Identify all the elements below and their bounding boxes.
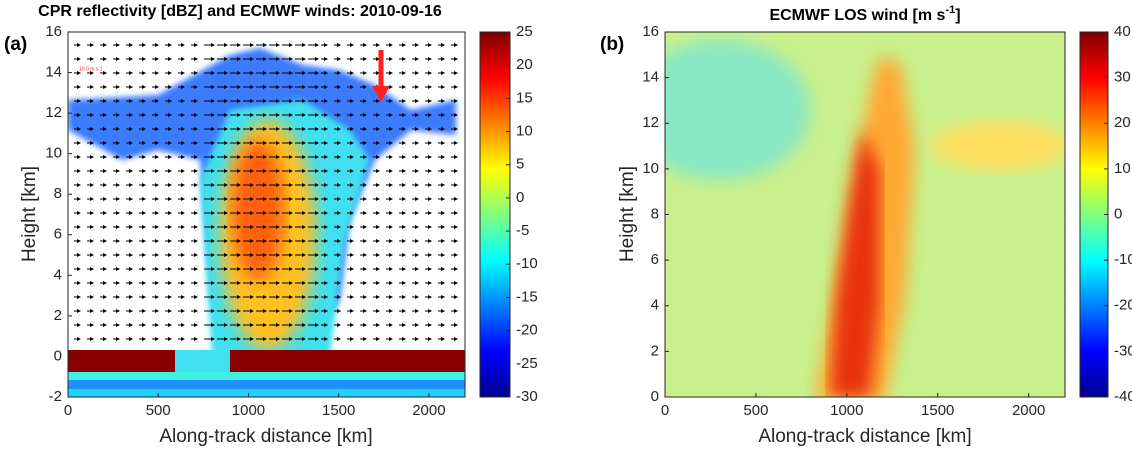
colorbar-tick-label: -30 (516, 388, 538, 405)
colorbar-tick-label: -10 (1114, 251, 1132, 268)
colorbar-tick-label: 10 (516, 123, 533, 140)
panel-label: (a) (4, 34, 27, 55)
y-tick-label: 14 (642, 69, 659, 86)
y-tick-label: 8 (54, 185, 62, 202)
reflectivity-image (68, 32, 465, 397)
y-tick-label: 0 (651, 388, 659, 405)
colorbar-tick-label: -5 (516, 222, 529, 239)
colorbar-tick-label: -30 (1114, 342, 1132, 359)
y-tick-label: 2 (651, 342, 659, 359)
colorbar-tick-label: 40 (1114, 23, 1131, 40)
x-tick-label: 500 (743, 402, 768, 419)
y-tick-label: 0 (54, 347, 62, 364)
x-tick-label: 1500 (322, 402, 355, 419)
y-axis-label: Height [km] (19, 166, 40, 262)
colorbar-tick-label: 10 (1114, 160, 1131, 177)
colorbar-tick-label: 0 (516, 189, 524, 206)
colorbar-tick-label: -20 (516, 322, 538, 339)
y-tick-label: 12 (45, 104, 62, 121)
y-tick-label: 8 (651, 205, 659, 222)
y-tick-label: 12 (642, 114, 659, 131)
colorbar-tick-label: -25 (516, 355, 538, 372)
y-tick-label: 10 (45, 145, 62, 162)
title-suffix: ] (955, 7, 960, 24)
x-tick-label: 0 (64, 402, 72, 419)
x-tick-label: 1000 (830, 402, 863, 419)
colorbar-tick-label: -15 (516, 288, 538, 305)
annotation: 10.0 m s-1 (79, 66, 103, 72)
colorbar-tick-label: 20 (1114, 114, 1131, 131)
y-tick-label: 6 (54, 226, 62, 243)
colorbar-tick-label: 20 (516, 56, 533, 73)
y-tick-label: 2 (54, 307, 62, 324)
colorbar-tick-label: 5 (516, 156, 524, 173)
colorbar-tick-label: -10 (516, 255, 538, 272)
colorbar-tick-label: 0 (1114, 205, 1122, 222)
y-tick-label: -2 (49, 388, 62, 405)
title-superscript: -1 (945, 4, 955, 16)
y-tick-label: 16 (45, 23, 62, 40)
y-tick-label: 10 (642, 160, 659, 177)
y-tick-label: 14 (45, 64, 62, 81)
title-text: ECMWF LOS wind [m s (769, 7, 945, 24)
x-tick-label: 2000 (1012, 402, 1045, 419)
colorbar (479, 31, 511, 398)
panel-label: (b) (600, 34, 624, 55)
colorbar-tick-label: 25 (516, 23, 533, 40)
x-tick-label: 1500 (921, 402, 954, 419)
colorbar-tick-label: -40 (1114, 388, 1132, 405)
x-axis-label: Along-track distance [km] (159, 426, 372, 447)
plot-frame (67, 31, 466, 398)
x-axis-label: Along-track distance [km] (758, 426, 971, 447)
colorbar (1079, 31, 1109, 398)
y-tick-label: 6 (651, 251, 659, 268)
colorbar-tick-label: 30 (1114, 69, 1131, 86)
y-tick-label: 4 (54, 266, 62, 283)
x-tick-label: 500 (146, 402, 171, 419)
x-tick-label: 0 (661, 402, 669, 419)
colorbar-tick-label: -20 (1114, 297, 1132, 314)
y-tick-label: 16 (642, 23, 659, 40)
chart-title: CPR reflectivity [dBZ] and ECMWF winds: … (38, 3, 442, 20)
wind-image (665, 32, 1065, 397)
x-tick-label: 2000 (412, 402, 445, 419)
colorbar-tick-label: 15 (516, 89, 533, 106)
x-tick-label: 1000 (232, 402, 265, 419)
y-axis-label: Height [km] (617, 166, 638, 262)
y-tick-label: 4 (651, 297, 659, 314)
chart-title: ECMWF LOS wind [m s-1] (769, 4, 960, 24)
